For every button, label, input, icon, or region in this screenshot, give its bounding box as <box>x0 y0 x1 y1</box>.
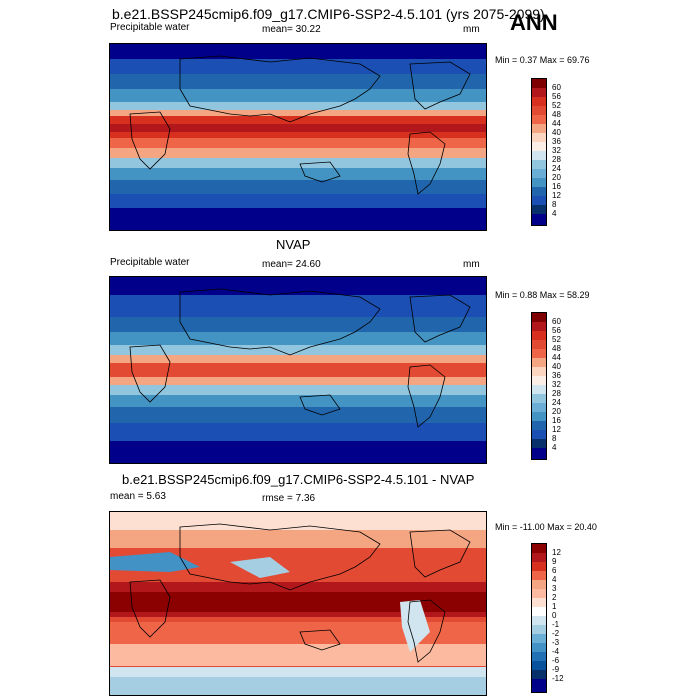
panel1-colorbar-tick: 8 <box>552 200 557 209</box>
panel1-colorbar-tick: 12 <box>552 191 561 200</box>
panel1-variable-label: Precipitable water <box>110 22 190 33</box>
panel1-colorbar-tick: 20 <box>552 173 561 182</box>
panel3-colorbar-tick: -9 <box>552 665 560 674</box>
panel1-colorbar-tick: 40 <box>552 128 561 137</box>
panel3-colorbar-tick: 2 <box>552 593 557 602</box>
panel2-colorbar-tick: 44 <box>552 353 561 362</box>
panel2-mean-label: mean= 24.60 <box>262 259 321 270</box>
panel1-map <box>109 43 487 231</box>
panel3-colorbar-tick: 6 <box>552 566 557 575</box>
panel2-colorbar-tick: 24 <box>552 398 561 407</box>
panel2-colorbar-tick: 48 <box>552 344 561 353</box>
panel3-mean-label: mean = 5.63 <box>110 491 166 502</box>
panel2-colorbar-tick: 52 <box>552 335 561 344</box>
panel1-colorbar-tick: 28 <box>552 155 561 164</box>
panel3-colorbar <box>531 543 547 693</box>
panel3-colorbar-tick: 3 <box>552 584 557 593</box>
panel2-colorbar <box>531 312 547 460</box>
panel3-colorbar-tick: -3 <box>552 638 560 647</box>
panel3-colorbar-tick: 12 <box>552 548 561 557</box>
panel1-units-label: mm <box>463 24 480 35</box>
panel2-colorbar-tick: 20 <box>552 407 561 416</box>
panel3-rmse-label: rmse = 7.36 <box>262 493 316 504</box>
panel2-minmax-label: Min = 0.88 Max = 58.29 <box>495 290 590 300</box>
panel2-colorbar-tick: 12 <box>552 425 561 434</box>
panel1-colorbar-tick: 4 <box>552 209 557 218</box>
panel2-colorbar-tick: 40 <box>552 362 561 371</box>
panel3-colorbar-tick: 9 <box>552 557 557 566</box>
panel2-colorbar-tick: 8 <box>552 434 557 443</box>
panel1-colorbar-tick: 32 <box>552 146 561 155</box>
panel3-map <box>109 511 487 696</box>
panel2-units-label: mm <box>463 259 480 270</box>
panel1-colorbar-tick: 36 <box>552 137 561 146</box>
panel1-colorbar-tick: 24 <box>552 164 561 173</box>
panel1-colorbar-tick: 16 <box>552 182 561 191</box>
panel3-colorbar-tick: 1 <box>552 602 557 611</box>
panel2-colorbar-tick: 16 <box>552 416 561 425</box>
panel1-minmax-label: Min = 0.37 Max = 69.76 <box>495 55 590 65</box>
panel1-colorbar <box>531 78 547 226</box>
panel1-colorbar-tick: 52 <box>552 101 561 110</box>
panel1-colorbar-tick: 44 <box>552 119 561 128</box>
panel2-variable-label: Precipitable water <box>110 257 190 268</box>
panel2-colorbar-tick: 56 <box>552 326 561 335</box>
panel2-heading: NVAP <box>276 237 311 252</box>
panel3-colorbar-tick: -2 <box>552 629 560 638</box>
panel3-colorbar-tick: -1 <box>552 620 560 629</box>
panel2-map <box>109 276 487 464</box>
panel2-colorbar-tick: 36 <box>552 371 561 380</box>
panel2-colorbar-tick: 60 <box>552 317 561 326</box>
panel3-colorbar-tick: 4 <box>552 575 557 584</box>
panel3-colorbar-tick: -12 <box>552 674 564 683</box>
figure-title: b.e21.BSSP245cmip6.f09_g17.CMIP6-SSP2-4.… <box>112 6 545 22</box>
panel3-minmax-label: Min = -11.00 Max = 20.40 <box>495 522 597 532</box>
panel1-colorbar-tick: 60 <box>552 83 561 92</box>
panel3-colorbar-tick: -4 <box>552 647 560 656</box>
panel1-colorbar-tick: 56 <box>552 92 561 101</box>
panel3-colorbar-tick: 0 <box>552 611 557 620</box>
panel2-colorbar-tick: 28 <box>552 389 561 398</box>
season-label: ANN <box>510 10 558 35</box>
panel3-heading: b.e21.BSSP245cmip6.f09_g17.CMIP6-SSP2-4.… <box>122 472 475 487</box>
panel1-mean-label: mean= 30.22 <box>262 24 321 35</box>
panel3-colorbar-tick: -6 <box>552 656 560 665</box>
panel1-colorbar-tick: 48 <box>552 110 561 119</box>
panel2-colorbar-tick: 32 <box>552 380 561 389</box>
panel2-colorbar-tick: 4 <box>552 443 557 452</box>
